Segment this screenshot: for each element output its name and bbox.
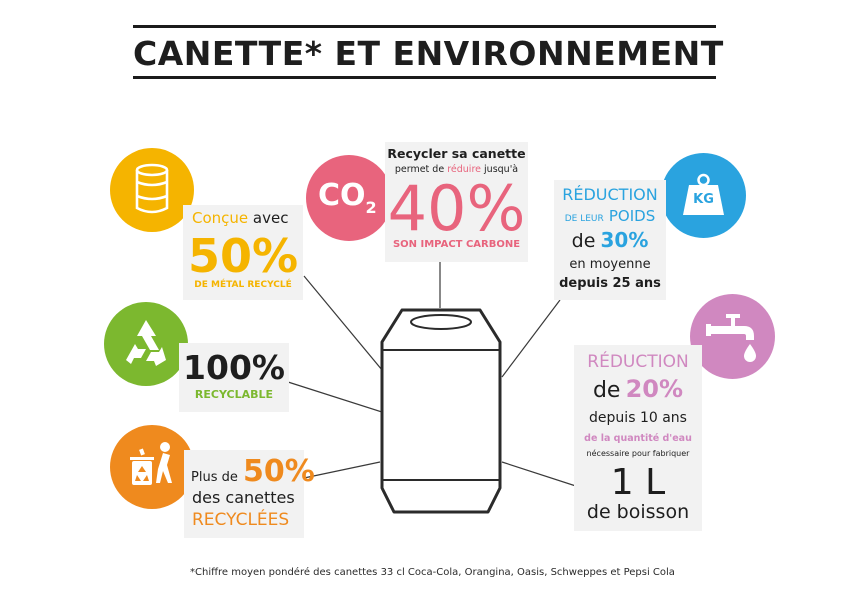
carbone-permet-text: permet de	[394, 164, 445, 175]
carbone-reduire-text: réduire	[447, 164, 481, 175]
poids-de-text: de	[571, 230, 596, 252]
kg-weight-icon	[683, 173, 724, 215]
water-tap-icon	[706, 314, 756, 362]
tap-icon-circle	[690, 294, 775, 379]
fact-box-poids: RÉDUCTION DE LEUR POIDS de 30% en moyenn…	[554, 180, 666, 300]
recyclable-big-value: 100%	[183, 348, 285, 387]
co2-icon-circle: CO2	[306, 155, 392, 241]
carbone-line1: Recycler sa canette	[387, 146, 526, 161]
co2-icon-main: CO	[318, 178, 366, 213]
can-icon-circle	[110, 148, 194, 232]
recyclees-big-value: 50%	[242, 454, 315, 489]
connector-recyclees	[303, 461, 381, 479]
poids-line4: en moyenne	[569, 257, 651, 272]
soda-can-drawing	[380, 308, 502, 514]
plus-de-text: Plus de	[191, 470, 238, 485]
concue-caption: DE MÉTAL RECYCLÉ	[194, 280, 292, 290]
kg-icon-label: KG	[693, 192, 714, 207]
poids-line5: depuis 25 ans	[559, 276, 661, 291]
poids-de-leur-text: DE LEUR	[564, 214, 604, 224]
co2-icon: CO2	[318, 178, 377, 216]
concue-big-value: 50%	[187, 229, 299, 283]
recycling-bin-icon	[130, 442, 172, 485]
eau-line5: nécessaire pour fabriquer	[586, 449, 690, 458]
poids-line1: RÉDUCTION	[562, 185, 658, 204]
carbone-caption: SON IMPACT CARBONE	[392, 239, 521, 250]
recyclees-line3: RECYCLÉES	[192, 510, 290, 530]
eau-line3: depuis 10 ans	[589, 410, 687, 426]
eau-line6: 1 L	[610, 462, 666, 503]
eau-de-text: de	[592, 378, 621, 403]
connector-poids	[501, 299, 561, 378]
eau-line4: de la quantité d'eau	[584, 433, 692, 444]
footnote: *Chiffre moyen pondéré des canettes 33 c…	[190, 567, 675, 578]
poids-line2: DE LEUR POIDS	[554, 208, 666, 224]
eau-line1: RÉDUCTION	[587, 352, 689, 372]
eau-line7: de boisson	[586, 501, 690, 523]
carbone-line2: permet de réduire jusqu'à	[385, 165, 528, 175]
fact-box-carbone: Recycler sa canette permet de réduire ju…	[385, 142, 528, 262]
poids-poids-text: POIDS	[608, 207, 656, 225]
poids-line3: de 30%	[554, 230, 666, 251]
fact-box-recyclable: 100% RECYCLABLE	[179, 343, 289, 412]
connector-concue	[303, 275, 383, 371]
avec-word: avec	[252, 209, 289, 227]
food-can-icon	[135, 163, 169, 214]
bin-icon-circle	[110, 425, 194, 509]
fact-box-eau: RÉDUCTION de 20% depuis 10 ans de la qua…	[574, 345, 702, 531]
eau-line2: de 20%	[574, 377, 702, 402]
title-rule-bottom	[133, 76, 716, 79]
co2-icon-sub: 2	[365, 198, 377, 217]
recycle-icon	[126, 320, 166, 366]
recyclable-caption: RECYCLABLE	[194, 388, 274, 401]
connector-eau	[501, 461, 583, 489]
concue-line1: Conçue avec	[192, 211, 288, 226]
recyclees-line2: des canettes	[192, 488, 295, 507]
carbone-big-value: 40%	[387, 172, 526, 245]
fact-box-concue: Conçue avec 50% DE MÉTAL RECYCLÉ	[183, 205, 303, 300]
recyclees-line1: Plus de 50%	[191, 457, 315, 487]
recycle-icon-circle	[104, 302, 188, 386]
kg-icon-circle: KG	[661, 153, 746, 238]
title-rule-top	[133, 25, 716, 28]
connector-recyclable	[287, 381, 383, 413]
poids-big-value: 30%	[600, 228, 649, 252]
eau-big-value: 20%	[625, 375, 684, 403]
carbone-jusqua-text: jusqu'à	[484, 164, 519, 175]
concue-word: Conçue	[192, 209, 249, 227]
fact-box-recyclees: Plus de 50% des canettes RECYCLÉES	[184, 450, 315, 538]
page-title: CANETTE* ET ENVIRONNEMENT	[133, 34, 724, 73]
